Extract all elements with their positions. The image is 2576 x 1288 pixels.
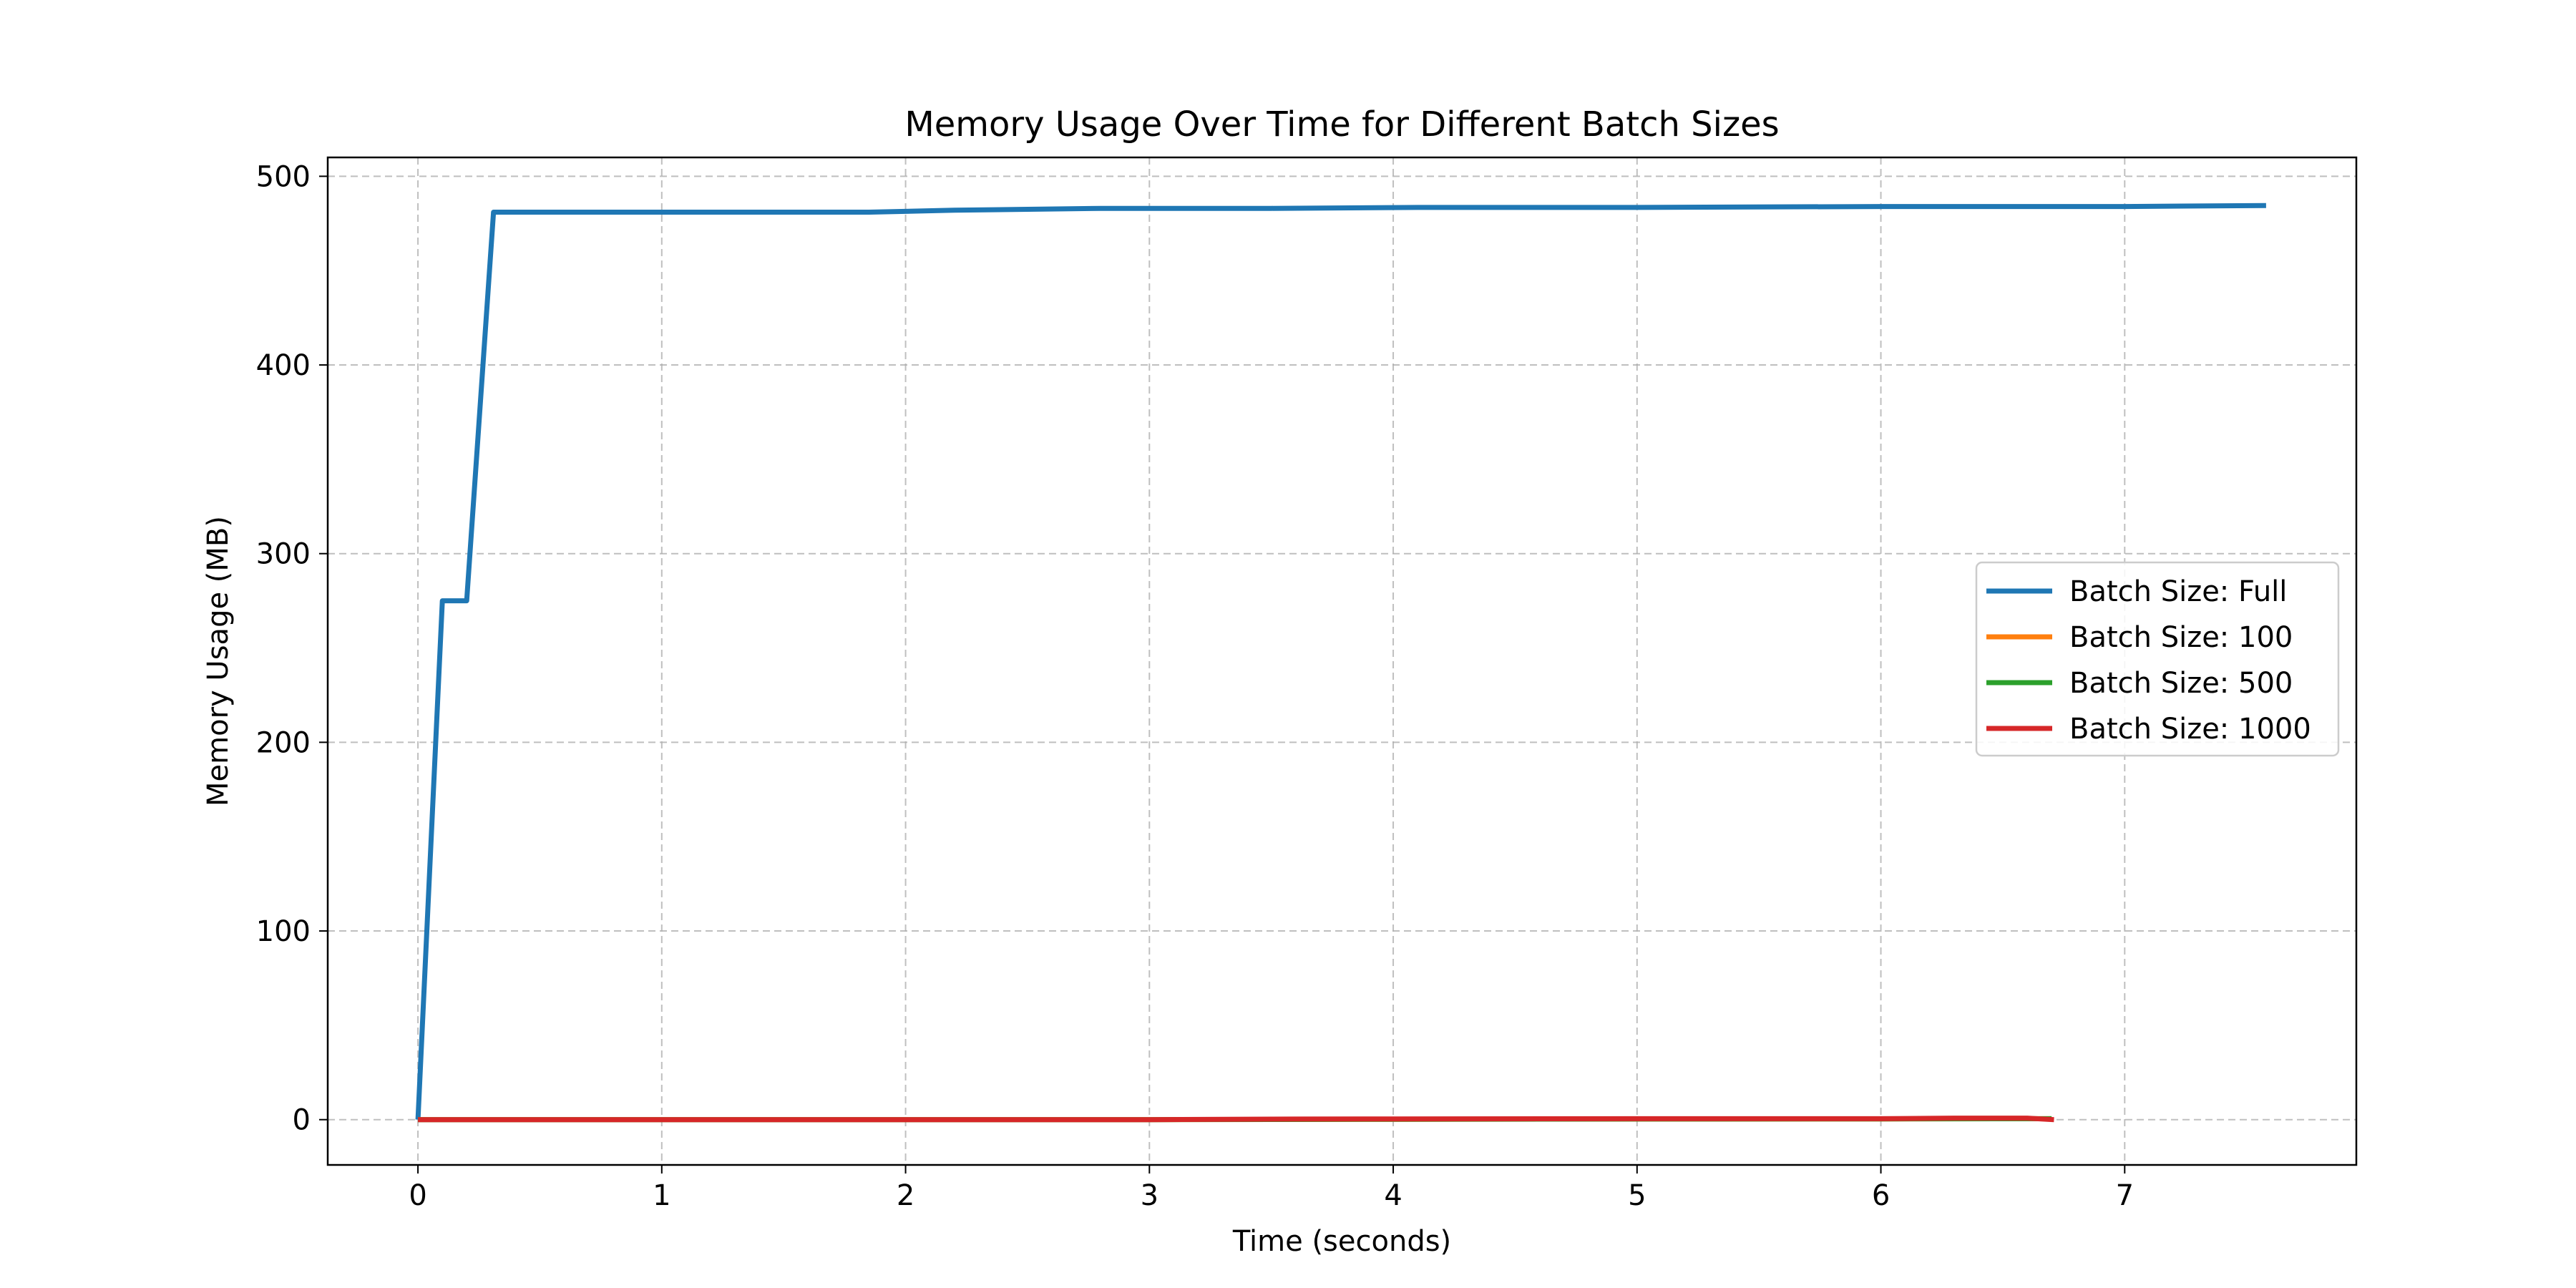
legend-label: Batch Size: 1000 [2069,713,2311,746]
series-line-4 [418,1116,2054,1123]
y-tick-label: 300 [256,538,311,571]
x-axis-title: Time (seconds) [1232,1225,1451,1258]
x-tick-label: 4 [1384,1179,1402,1212]
y-tick-label: 0 [293,1104,311,1137]
x-tick-label: 6 [1872,1179,1890,1212]
x-axis: 0 1 2 3 4 5 6 7 [409,1165,2134,1212]
y-tick-label: 100 [256,915,311,948]
x-tick-label: 2 [897,1179,914,1212]
y-tick-label: 500 [256,160,311,193]
y-tick-label: 200 [256,726,311,759]
y-axis: 0 100 200 300 400 500 [256,160,328,1137]
plot-frame [326,156,2358,1166]
x-tick-label: 3 [1141,1179,1158,1212]
legend-box [1975,561,2340,757]
x-tick-label: 5 [1628,1179,1646,1212]
x-tick-label: 1 [653,1179,670,1212]
legend: Batch Size: Full Batch Size: 100 Batch Siz… [1975,561,2340,757]
legend-label: Batch Size: 500 [2069,667,2293,700]
legend-label: Batch Size: 100 [2069,621,2293,654]
series-group [415,203,2266,1123]
x-tick-label: 0 [409,1179,426,1212]
series-line-1 [415,203,2266,1120]
chart-title: Memory Usage Over Time for Different Bat… [904,104,1779,145]
x-tick-label: 7 [2116,1179,2134,1212]
y-tick-label: 400 [256,349,311,382]
legend-label: Batch Size: Full [2069,575,2287,608]
y-axis-title: Memory Usage (MB) [202,516,235,806]
